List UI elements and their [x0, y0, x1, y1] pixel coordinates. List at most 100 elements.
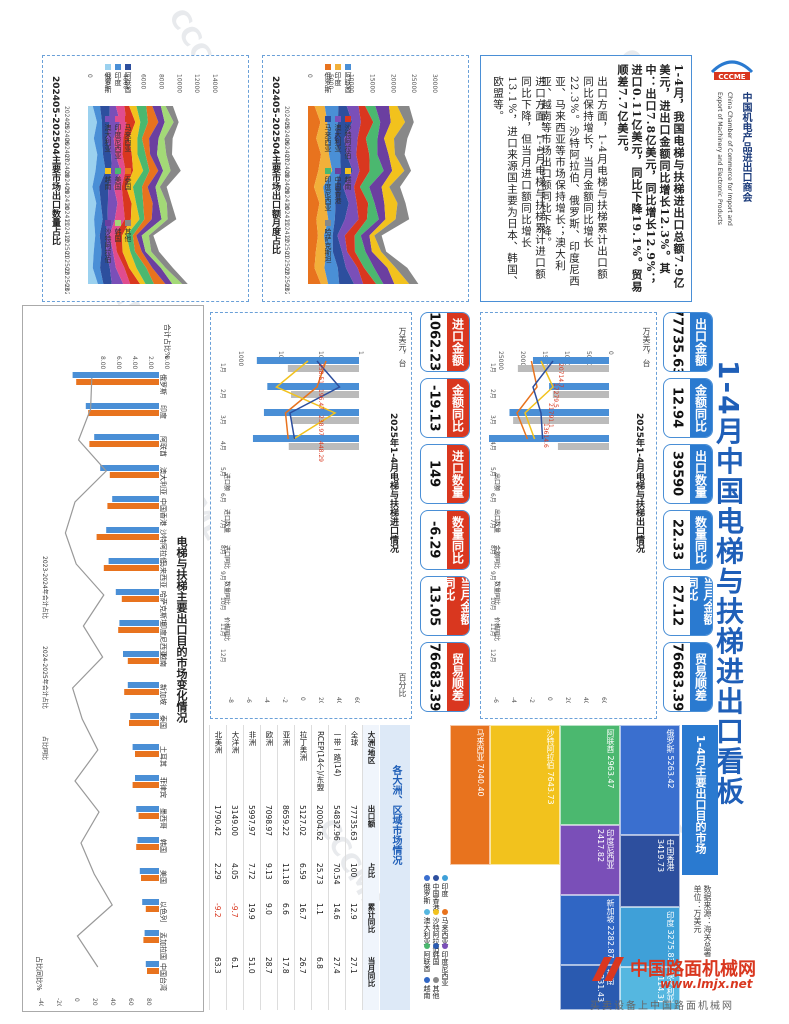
legend-item: 越南	[103, 168, 113, 190]
table-cell: 拉丁美洲	[299, 731, 308, 761]
share-2024-bar	[127, 658, 159, 664]
legend-swatch	[442, 875, 448, 881]
cell-value: 3275.83	[666, 927, 675, 963]
share-2023-bar	[130, 713, 159, 719]
market-label: 马来西亚	[159, 560, 167, 588]
legend-swatch	[424, 943, 430, 949]
legend-item: 印度	[440, 875, 450, 897]
legend-swatch	[335, 168, 341, 174]
pct-tick-label: -40	[263, 697, 270, 703]
kpi-value: 1062.23	[426, 312, 442, 372]
cell-name: 沙特阿拉伯	[546, 729, 555, 769]
month-tick-label: 2月	[489, 389, 496, 399]
table-cell: 51.0	[247, 957, 256, 974]
table-cell: 77735.63	[349, 805, 358, 841]
area-band-澳大利亚	[337, 106, 364, 284]
axis-tick-label: 10000	[348, 74, 355, 93]
kpi-export-qty: 出口数量 39590	[663, 444, 713, 504]
month-tick-label: 11月	[219, 623, 226, 637]
legend-item: 越南	[343, 168, 353, 190]
legend-swatch	[105, 168, 111, 174]
legend-item: 印度	[333, 64, 343, 86]
legend-swatch	[125, 220, 131, 226]
legend-item: 沙特阿拉伯	[343, 116, 353, 159]
treemap-cell: 新加坡 2282.87	[560, 895, 620, 965]
axis-tick-label: 12000	[193, 74, 200, 93]
legend-swatch	[325, 64, 331, 70]
market-label: 俄罗斯	[159, 374, 168, 395]
month-tick-label: 7月	[219, 519, 226, 529]
kpi-label: 进口数量	[447, 445, 469, 503]
market-label: 菲律宾	[159, 777, 168, 798]
footer-slogan: 买卖设备上中国路面机械网	[590, 1001, 734, 1012]
table-cell: -9.2	[213, 903, 222, 918]
area-band-俄罗斯	[88, 106, 98, 284]
share-2023-bar	[144, 930, 159, 936]
axis-title: 占比同比%	[35, 956, 44, 991]
month-tick-label: 202501	[63, 235, 70, 258]
legend-item: 印度尼西亚	[323, 168, 333, 211]
table-cell: 17.8	[281, 957, 290, 974]
import-qty-bar	[288, 443, 359, 450]
month-tick-label: 202504	[283, 284, 290, 294]
axis-tick-label: 10000	[175, 74, 182, 93]
legend-item: 沙特阿拉伯	[431, 909, 441, 952]
footer-site-en[interactable]: www.lmjx.net	[660, 977, 753, 991]
area-band-阿联酋	[99, 106, 112, 284]
market-amount-share-chart: 202405-202504主要市场出口额月度占比 0 5000 10000 15000…	[262, 55, 469, 302]
legend-label: 澳大利亚	[423, 917, 431, 945]
month-tick-label: 2月	[219, 389, 226, 399]
export-qty-bar	[513, 417, 609, 424]
treemap-title-bar: 1-4月主要出口目的市场	[682, 725, 718, 875]
share-2024-bar	[138, 813, 159, 819]
legend-item: 沙特阿拉伯	[103, 220, 113, 263]
share-2023-bar	[127, 682, 159, 688]
share-2023-bar	[123, 651, 159, 657]
month-tick-label: 202410	[63, 187, 70, 210]
legend-item: 其他	[123, 220, 133, 242]
axis-tick-label: 10	[317, 351, 324, 359]
data-label: 20714.7	[557, 363, 564, 388]
table-cell: 一带一路(14)	[333, 731, 342, 777]
month-tick-label: 8月	[489, 545, 496, 555]
table-cell: 8659.22	[281, 805, 290, 837]
pct-tick-label: 20	[564, 697, 571, 703]
month-tick-label: 12月	[489, 649, 496, 663]
axis-tick-label: 14000	[211, 74, 218, 93]
table-cell: 累计同比	[367, 903, 376, 933]
legend-label: 出口额	[493, 473, 501, 491]
market-label: 韩国	[159, 839, 168, 853]
table-cell: 大洲/地区	[367, 731, 376, 764]
month-tick-label: 1月	[489, 363, 496, 373]
legend-item: 泰国	[123, 168, 133, 190]
legend-swatch	[424, 977, 430, 983]
market-label: 阿联酋	[159, 436, 168, 457]
month-tick-label: 202412	[283, 219, 290, 242]
table-cell: 欧洲	[265, 731, 274, 746]
legend-label: 阿联酋	[344, 72, 352, 93]
pct-tick-label: -60	[245, 697, 252, 703]
intro-panel: 1-4月，我国电梯与扶梯进出口总额7.9亿美元，进出口金额同比增长12.3%。其…	[480, 55, 692, 302]
market-label: 澳大利亚	[159, 467, 168, 495]
intro-paragraph-1: 1-4月，我国电梯与扶梯进出口总额7.9亿美元，进出口金额同比增长12.3%。其…	[616, 64, 685, 294]
table-cell: 26.7	[298, 957, 307, 974]
kpi-export-month-yoy: 当月金额同比 27.12	[663, 576, 713, 636]
legend-swatch	[433, 909, 439, 915]
kpi-export-surplus: 贸易顺差 76683.39	[663, 642, 713, 712]
table-cell: 当月同比	[367, 957, 376, 987]
share-2024-bar	[118, 627, 159, 633]
table-cell: -9.7	[230, 903, 239, 918]
legend-swatch	[105, 220, 111, 226]
legend-swatch	[105, 64, 111, 70]
legend-swatch	[424, 909, 430, 915]
area-band-中国香港	[360, 106, 395, 284]
cell-name: 阿联酋	[606, 729, 615, 753]
legend-swatch	[424, 875, 430, 881]
share-2023-bar	[135, 775, 159, 781]
intro-paragraph-3: 进口方面，1-4月电梯与扶梯累计进口额同比下降，但当月进口额同比增长13.1%，…	[492, 76, 546, 287]
export-chart-panel: 2025年1-4月电梯与扶梯出口情况 万美元，台 050001000015000…	[480, 312, 657, 719]
month-tick-label: 8月	[219, 545, 226, 555]
legend-item: 阿联酋	[422, 943, 432, 972]
month-tick-label: 202410	[283, 187, 290, 210]
table-cell: 6.59	[298, 863, 307, 880]
